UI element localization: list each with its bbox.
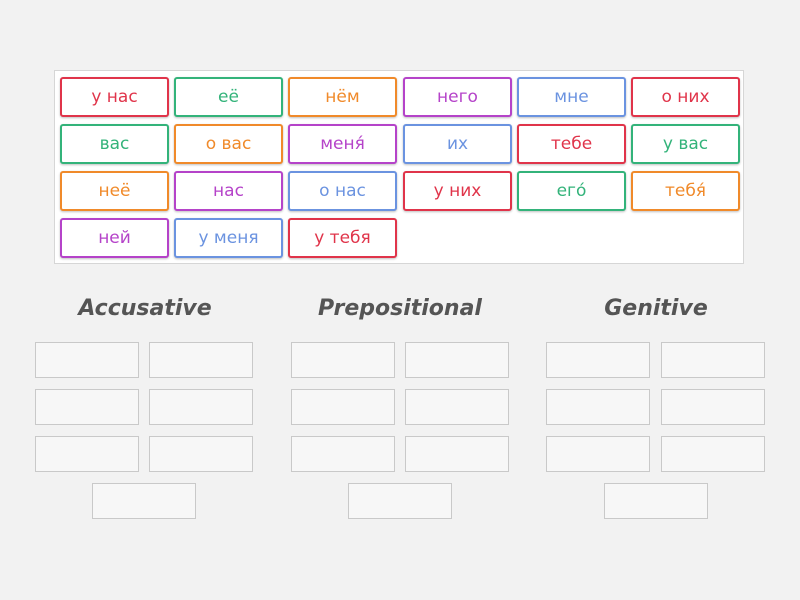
word-tile[interactable]: нём [288, 77, 397, 117]
word-bank: у нас её нём него мне о них вас о вас ме… [54, 70, 744, 264]
drop-slot-accusative[interactable] [149, 342, 253, 378]
word-tile[interactable]: о них [631, 77, 740, 117]
word-tile[interactable]: тебя́ [631, 171, 740, 211]
word-tile[interactable]: у них [403, 171, 512, 211]
drop-slot-genitive[interactable] [546, 342, 650, 378]
drop-slot-genitive[interactable] [661, 342, 765, 378]
drop-slot-prepositional[interactable] [405, 389, 509, 425]
word-tile[interactable]: у нас [60, 77, 169, 117]
drop-slot-prepositional[interactable] [291, 436, 395, 472]
word-tile[interactable]: мне [517, 77, 626, 117]
group-title-accusative: Accusative [78, 296, 212, 321]
drop-slot-genitive[interactable] [661, 436, 765, 472]
drop-slot-prepositional[interactable] [291, 389, 395, 425]
word-tile[interactable]: о вас [174, 124, 283, 164]
drop-slot-accusative[interactable] [35, 342, 139, 378]
group-title-genitive: Genitive [604, 296, 708, 321]
drop-slot-genitive[interactable] [546, 389, 650, 425]
drop-slot-accusative[interactable] [92, 483, 196, 519]
word-tile[interactable]: вас [60, 124, 169, 164]
word-tile[interactable]: их [403, 124, 512, 164]
word-tile[interactable]: у меня [174, 218, 283, 258]
drop-slot-prepositional[interactable] [348, 483, 452, 519]
drop-slot-prepositional[interactable] [405, 436, 509, 472]
drop-slot-genitive[interactable] [604, 483, 708, 519]
drop-slot-accusative[interactable] [149, 436, 253, 472]
group-title-prepositional: Prepositional [318, 296, 482, 321]
drop-slot-genitive[interactable] [661, 389, 765, 425]
word-tile[interactable]: у вас [631, 124, 740, 164]
word-tile[interactable]: него [403, 77, 512, 117]
drop-slot-accusative[interactable] [35, 389, 139, 425]
word-tile[interactable]: неё [60, 171, 169, 211]
word-tile[interactable]: её [174, 77, 283, 117]
drop-slot-accusative[interactable] [35, 436, 139, 472]
drop-slot-prepositional[interactable] [291, 342, 395, 378]
word-tile[interactable]: тебе [517, 124, 626, 164]
drop-slot-accusative[interactable] [149, 389, 253, 425]
drop-slot-prepositional[interactable] [405, 342, 509, 378]
drop-slot-genitive[interactable] [546, 436, 650, 472]
word-tile[interactable]: нас [174, 171, 283, 211]
word-tile[interactable]: его́ [517, 171, 626, 211]
word-tile[interactable]: о нас [288, 171, 397, 211]
word-tile[interactable]: меня́ [288, 124, 397, 164]
word-tile[interactable]: у тебя [288, 218, 397, 258]
word-tile[interactable]: ней [60, 218, 169, 258]
